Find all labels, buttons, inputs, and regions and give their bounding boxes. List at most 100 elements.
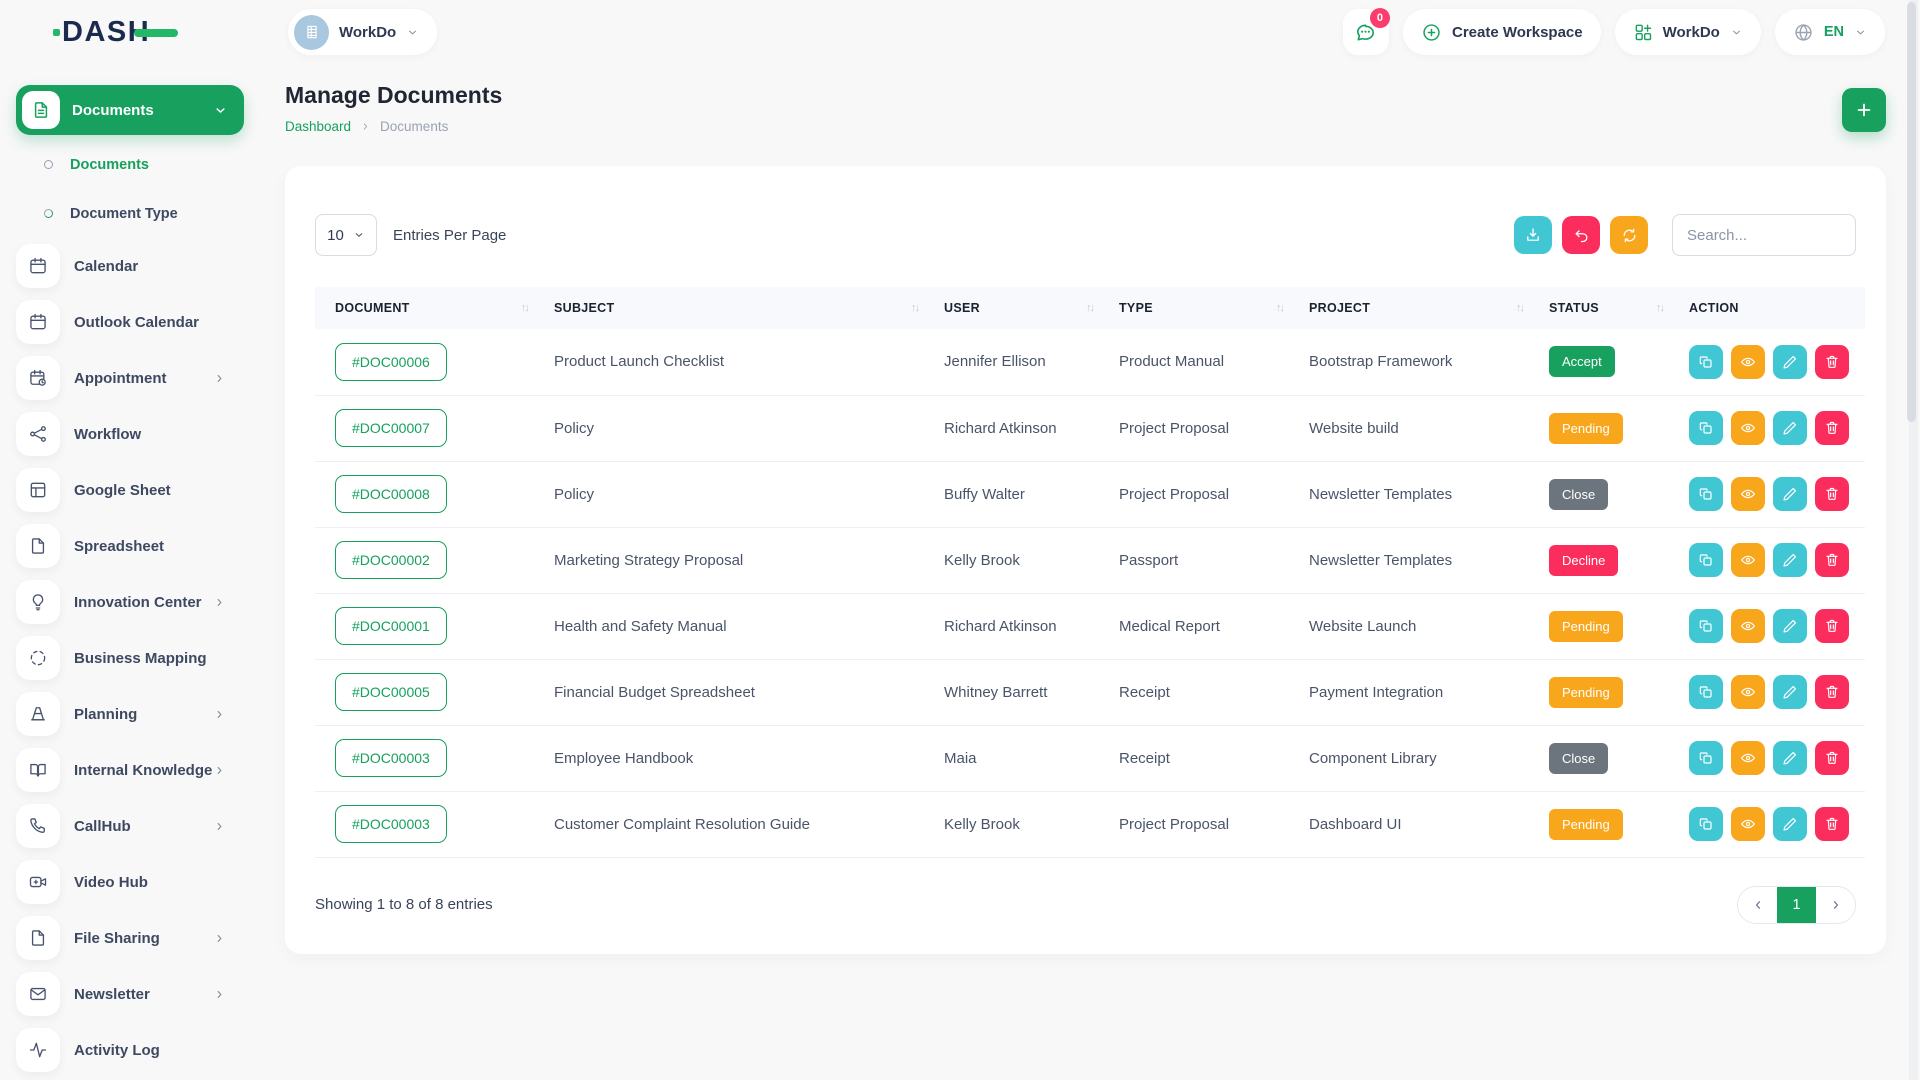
sidebar-item-business-mapping[interactable]: Business Mapping bbox=[0, 630, 260, 686]
delete-button[interactable] bbox=[1815, 807, 1849, 841]
sidebar-item-internal-knowledge[interactable]: Internal Knowledge bbox=[0, 742, 260, 798]
delete-button[interactable] bbox=[1815, 543, 1849, 577]
workspace-selector[interactable]: WorkDo bbox=[288, 9, 438, 55]
edit-button[interactable] bbox=[1773, 741, 1807, 775]
copy-button[interactable] bbox=[1689, 543, 1723, 577]
document-id-button[interactable]: #DOC00002 bbox=[335, 541, 447, 579]
sort-icon[interactable]: ↑↓ bbox=[911, 302, 920, 314]
view-button[interactable] bbox=[1731, 741, 1765, 775]
table-row: #DOC00002 Marketing Strategy Proposal Kell… bbox=[315, 527, 1865, 594]
view-button[interactable] bbox=[1731, 807, 1765, 841]
search-input[interactable] bbox=[1672, 214, 1856, 256]
edit-button[interactable] bbox=[1773, 344, 1807, 379]
pagination-prev-button[interactable] bbox=[1738, 886, 1777, 923]
lightbulb-icon bbox=[16, 580, 60, 624]
chevron-down-icon bbox=[406, 26, 419, 39]
column-project[interactable]: PROJECT ↑↓ bbox=[1295, 287, 1535, 329]
create-workspace-button[interactable]: Create Workspace bbox=[1402, 9, 1601, 55]
copy-button[interactable] bbox=[1689, 477, 1723, 511]
messages-badge: 0 bbox=[1369, 8, 1390, 28]
sort-icon[interactable]: ↑↓ bbox=[1086, 302, 1095, 314]
view-button[interactable] bbox=[1731, 675, 1765, 709]
sidebar-item-innovation-center[interactable]: Innovation Center bbox=[0, 574, 260, 630]
copy-icon bbox=[1698, 618, 1714, 634]
view-button[interactable] bbox=[1731, 344, 1765, 379]
delete-button[interactable] bbox=[1815, 344, 1849, 379]
document-id-button[interactable]: #DOC00008 bbox=[335, 475, 447, 513]
pagination-next-button[interactable] bbox=[1816, 886, 1855, 923]
sidebar-item-appointment[interactable]: Appointment bbox=[0, 350, 260, 406]
grid-plus-icon bbox=[1633, 22, 1653, 42]
document-id-button[interactable]: #DOC00003 bbox=[335, 739, 447, 777]
document-id-button[interactable]: #DOC00001 bbox=[335, 607, 447, 645]
sidebar-item-activity-log[interactable]: Activity Log bbox=[0, 1022, 260, 1078]
sidebar-item-file-sharing[interactable]: File Sharing bbox=[0, 910, 260, 966]
edit-button[interactable] bbox=[1773, 477, 1807, 511]
sidebar-group-documents[interactable]: Documents bbox=[16, 85, 244, 135]
delete-button[interactable] bbox=[1815, 675, 1849, 709]
sidebar-subitem-document-type[interactable]: Document Type bbox=[0, 189, 260, 238]
column-document[interactable]: DOCUMENT ↑↓ bbox=[315, 287, 540, 329]
workdo-menu-button[interactable]: WorkDo bbox=[1614, 9, 1761, 55]
copy-button[interactable] bbox=[1689, 411, 1723, 445]
breadcrumb-link-dashboard[interactable]: Dashboard bbox=[285, 119, 352, 134]
sidebar-item-google-sheet[interactable]: Google Sheet bbox=[0, 462, 260, 518]
edit-button[interactable] bbox=[1773, 675, 1807, 709]
edit-button[interactable] bbox=[1773, 411, 1807, 445]
column-type[interactable]: TYPE ↑↓ bbox=[1105, 287, 1295, 329]
sidebar-item-outlook-calendar[interactable]: Outlook Calendar bbox=[0, 294, 260, 350]
scrollbar-thumb[interactable] bbox=[1907, 2, 1916, 422]
sidebar-item-video-hub[interactable]: Video Hub bbox=[0, 854, 260, 910]
chevron-left-icon bbox=[1751, 898, 1765, 912]
view-button[interactable] bbox=[1731, 609, 1765, 643]
copy-button[interactable] bbox=[1689, 807, 1723, 841]
sidebar-item-calendar[interactable]: Calendar bbox=[0, 238, 260, 294]
column-status[interactable]: STATUS ↑↓ bbox=[1535, 287, 1675, 329]
calendar-icon bbox=[16, 244, 60, 288]
edit-button[interactable] bbox=[1773, 807, 1807, 841]
document-id-button[interactable]: #DOC00003 bbox=[335, 805, 447, 843]
export-button[interactable] bbox=[1514, 216, 1552, 254]
messages-button[interactable]: 0 bbox=[1342, 8, 1390, 55]
copy-button[interactable] bbox=[1689, 741, 1723, 775]
language-selector[interactable]: EN bbox=[1774, 9, 1885, 55]
document-id-button[interactable]: #DOC00007 bbox=[335, 409, 447, 447]
delete-button[interactable] bbox=[1815, 411, 1849, 445]
sidebar-item-planning[interactable]: Planning bbox=[0, 686, 260, 742]
refresh-button[interactable] bbox=[1610, 216, 1648, 254]
copy-button[interactable] bbox=[1689, 675, 1723, 709]
scrollbar-track[interactable] bbox=[1907, 0, 1918, 1080]
language-label: EN bbox=[1823, 24, 1844, 40]
sidebar-item-workflow[interactable]: Workflow bbox=[0, 406, 260, 462]
delete-button[interactable] bbox=[1815, 477, 1849, 511]
sidebar-item-spreadsheet[interactable]: Spreadsheet bbox=[0, 518, 260, 574]
document-id-button[interactable]: #DOC00005 bbox=[335, 673, 447, 711]
view-button[interactable] bbox=[1731, 411, 1765, 445]
delete-button[interactable] bbox=[1815, 609, 1849, 643]
column-subject[interactable]: SUBJECT ↑↓ bbox=[540, 287, 930, 329]
sidebar-item-newsletter[interactable]: Newsletter bbox=[0, 966, 260, 1022]
create-workspace-label: Create Workspace bbox=[1451, 23, 1583, 41]
sidebar-item-callhub[interactable]: CallHub bbox=[0, 798, 260, 854]
reset-button[interactable] bbox=[1562, 216, 1600, 254]
entries-per-page-select[interactable]: 10 bbox=[315, 214, 377, 256]
sort-icon[interactable]: ↑↓ bbox=[521, 302, 530, 314]
copy-button[interactable] bbox=[1689, 344, 1723, 379]
sidebar-subitem-label: Documents bbox=[70, 156, 149, 173]
edit-button[interactable] bbox=[1773, 609, 1807, 643]
sidebar-subitem-documents[interactable]: Documents bbox=[0, 140, 260, 189]
page-title: Manage Documents bbox=[285, 82, 503, 108]
delete-button[interactable] bbox=[1815, 741, 1849, 775]
edit-button[interactable] bbox=[1773, 543, 1807, 577]
brand-logo[interactable]: DASH bbox=[53, 12, 212, 52]
add-document-button[interactable] bbox=[1842, 88, 1886, 132]
column-user[interactable]: USER ↑↓ bbox=[930, 287, 1105, 329]
document-id-button[interactable]: #DOC00006 bbox=[335, 342, 447, 381]
sort-icon[interactable]: ↑↓ bbox=[1516, 302, 1525, 314]
sort-icon[interactable]: ↑↓ bbox=[1276, 302, 1285, 314]
pagination-page-1[interactable]: 1 bbox=[1777, 886, 1816, 923]
view-button[interactable] bbox=[1731, 543, 1765, 577]
sort-icon[interactable]: ↑↓ bbox=[1656, 302, 1665, 314]
copy-button[interactable] bbox=[1689, 609, 1723, 643]
view-button[interactable] bbox=[1731, 477, 1765, 511]
